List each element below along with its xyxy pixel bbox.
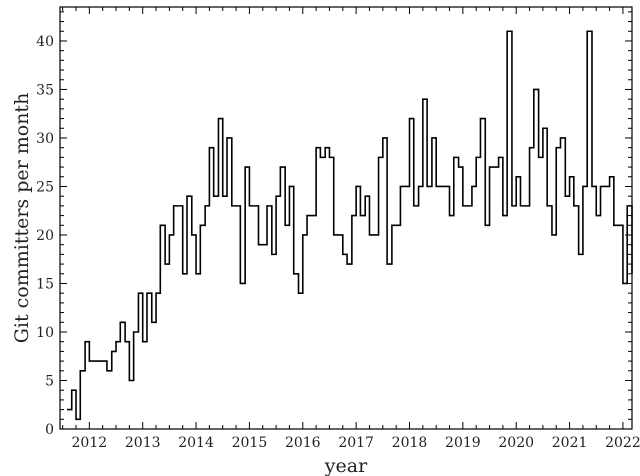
y-tick-label: 20 bbox=[36, 228, 54, 244]
series-line bbox=[66, 30, 633, 421]
x-tick-label: 2017 bbox=[338, 435, 374, 451]
y-tick-label: 25 bbox=[36, 179, 54, 195]
x-tick-label: 2014 bbox=[178, 435, 214, 451]
y-axis-label: Git committers per month bbox=[11, 93, 33, 344]
x-tick-label: 2012 bbox=[72, 435, 108, 451]
y-tick-label: 15 bbox=[36, 276, 54, 292]
x-axis-label: year bbox=[324, 455, 368, 476]
x-tick-label: 2020 bbox=[498, 435, 534, 451]
y-tick-label: 40 bbox=[36, 34, 54, 50]
x-tick-label: 2016 bbox=[285, 435, 321, 451]
y-tick-label: 10 bbox=[36, 325, 54, 341]
x-tick-label: 2018 bbox=[392, 435, 428, 451]
x-axis-ticks: 2012 2013 2014 2015 2016 2017 2018 2019 2020 2021… bbox=[62, 7, 640, 451]
x-tick-label: 2013 bbox=[125, 435, 161, 451]
y-tick-label: 35 bbox=[36, 82, 54, 98]
x-tick-label: 2015 bbox=[232, 435, 268, 451]
y-tick-label: 30 bbox=[36, 131, 54, 147]
y-axis-ticks: 0 5 10 15 20 25 30 35 40 bbox=[36, 11, 632, 438]
x-tick-label: 2019 bbox=[445, 435, 481, 451]
y-tick-label: 5 bbox=[45, 373, 54, 389]
y-tick-label: 0 bbox=[45, 422, 54, 438]
x-tick-label: 2021 bbox=[552, 435, 588, 451]
plot-frame bbox=[59, 6, 633, 430]
x-tick-label: 2022 bbox=[605, 435, 640, 451]
